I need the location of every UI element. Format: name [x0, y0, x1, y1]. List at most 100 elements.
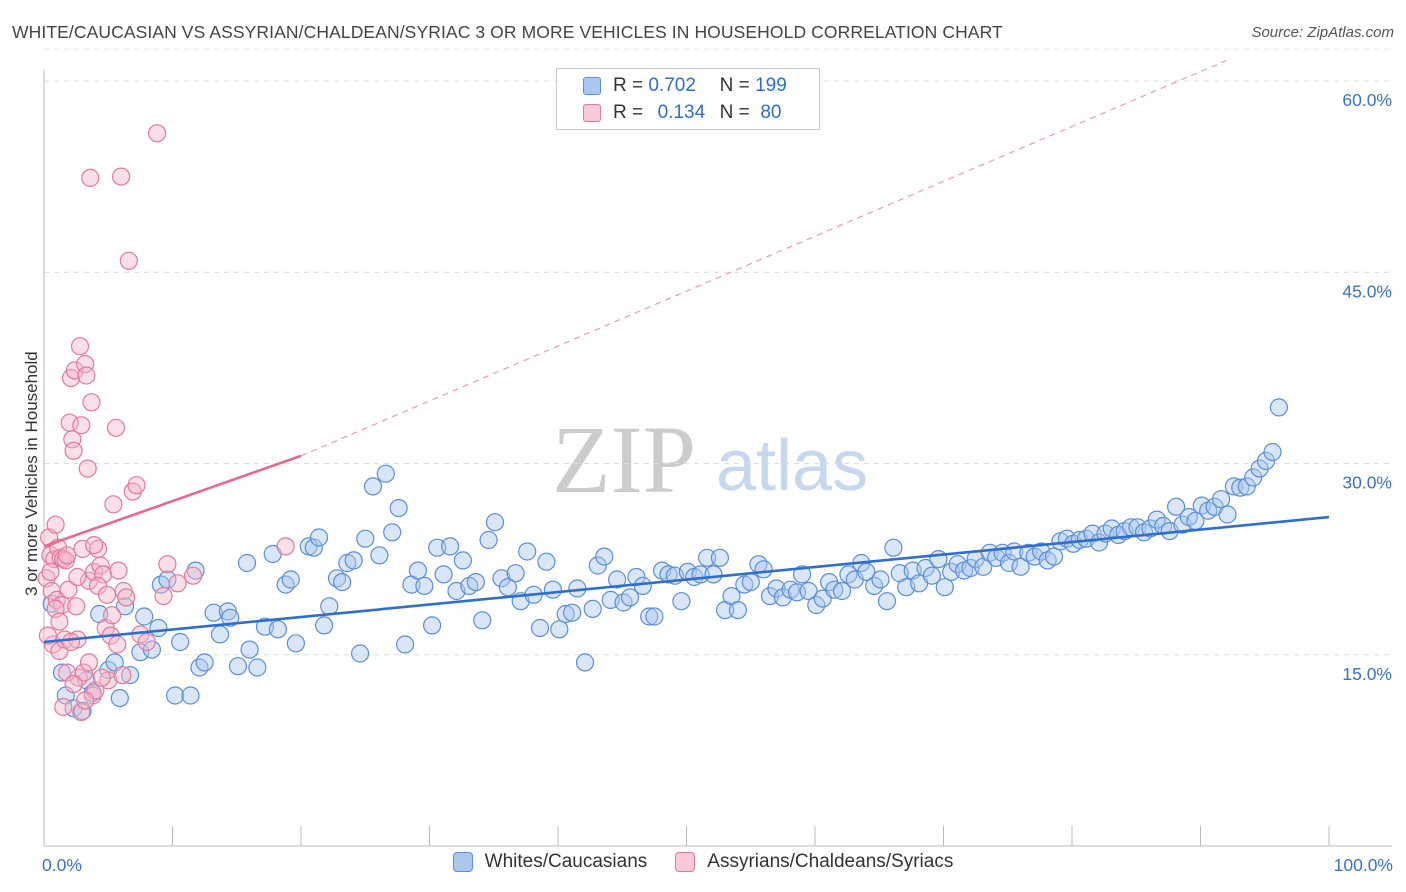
assyrians-point — [65, 361, 84, 380]
whites-point — [672, 592, 691, 611]
whites-point — [166, 686, 185, 705]
whites-point — [389, 499, 408, 518]
whites-point — [1231, 478, 1250, 497]
r-label: R = — [613, 75, 644, 96]
whites-point — [204, 603, 223, 622]
whites-point — [530, 618, 550, 638]
assyrians-point — [168, 574, 187, 593]
whites-point — [248, 658, 267, 677]
whites-point — [473, 611, 492, 630]
assyrians-point — [61, 632, 81, 652]
y-tick-label: 30.0% — [1342, 473, 1392, 493]
whites-point — [315, 616, 334, 635]
whites-point — [1237, 477, 1256, 496]
whites-point — [999, 553, 1019, 573]
n-label: N = — [719, 75, 750, 96]
whites-point — [383, 523, 402, 542]
whites-point — [210, 625, 230, 644]
assyrians-point — [97, 585, 117, 604]
whites-point — [922, 566, 942, 585]
whites-point — [73, 701, 92, 721]
whites-point — [543, 580, 563, 599]
series-whites-points — [42, 398, 1289, 721]
whites-point — [607, 570, 627, 589]
whites-point — [171, 632, 190, 652]
r-value: 0.134 — [657, 102, 706, 123]
x-axis-ticks — [43, 826, 1330, 846]
assyrians-point — [66, 597, 86, 616]
whites-point — [884, 538, 903, 557]
assyrians-point — [154, 586, 173, 606]
assyrians-point — [38, 626, 58, 645]
whites-point — [697, 548, 717, 567]
whites-point — [588, 556, 607, 575]
r-value: 0.702 — [648, 75, 696, 96]
assyrians-point — [72, 416, 91, 435]
stats-row-assyrians: R = 0.134 N = 80 — [583, 101, 781, 125]
whites-point — [659, 565, 678, 584]
assyrians-point — [184, 566, 203, 585]
whites-point — [1256, 451, 1276, 470]
assyrians-point — [137, 632, 156, 652]
watermark-atlas: atlas — [716, 426, 868, 506]
chart-title: WHITE/CAUCASIAN VS ASSYRIAN/CHALDEAN/SYR… — [12, 22, 1003, 42]
n-label: N = — [719, 102, 750, 123]
whites-point — [1083, 524, 1102, 543]
legend-item-assyrians: Assyrians/Chaldeans/Syriacs — [675, 851, 953, 873]
whites-point — [135, 607, 154, 626]
whites-point — [741, 572, 760, 592]
assyrians-point — [68, 567, 87, 587]
assyrians-point — [54, 697, 73, 717]
watermark-zip: ZIP — [552, 406, 696, 513]
y-tick-label: 45.0% — [1342, 281, 1392, 301]
assyrians-point — [92, 668, 111, 687]
watermark: ZIP atlas — [552, 406, 868, 513]
whites-point — [363, 477, 383, 496]
assyrians-point — [70, 337, 90, 356]
assyrians-point — [119, 251, 138, 270]
y-tick-label: 60.0% — [1342, 90, 1392, 110]
whites-point — [583, 599, 602, 619]
whites-point — [871, 570, 890, 589]
whites-point — [595, 547, 614, 566]
assyrians-point — [109, 561, 128, 580]
assyrians-point — [113, 665, 132, 685]
assyrians-point — [50, 612, 69, 631]
whites-point — [506, 564, 525, 583]
whites-swatch — [583, 77, 601, 95]
whites-point — [304, 538, 323, 557]
axes — [43, 70, 1392, 847]
assyrians-point — [117, 588, 136, 607]
whites-point — [351, 644, 370, 663]
series-legend: Whites/Caucasians Assyrians/Chaldeans/Sy… — [0, 851, 1406, 873]
assyrians-point — [73, 539, 92, 559]
whites-point — [415, 576, 434, 596]
assyrians-point — [106, 418, 126, 437]
whites-point — [190, 658, 209, 677]
whites-point — [376, 464, 395, 483]
assyrians-point — [57, 663, 77, 682]
whites-point — [344, 551, 363, 570]
whites-point — [792, 565, 812, 584]
whites-point — [633, 576, 652, 596]
assyrians-point — [148, 124, 167, 143]
source-label: Source: ZipAtlas.com — [1251, 24, 1394, 41]
whites-point — [787, 583, 807, 602]
legend-label-assyrians: Assyrians/Chaldeans/Syriacs — [707, 851, 954, 872]
whites-point — [286, 634, 305, 653]
whites-point — [428, 538, 447, 557]
assyrians-point — [82, 393, 101, 412]
whites-point — [320, 597, 339, 616]
whites-point — [356, 529, 375, 548]
whites-point — [877, 592, 897, 611]
whites-point — [935, 578, 954, 597]
gridlines — [44, 48, 1392, 656]
assyrians-point — [84, 535, 104, 555]
whites-point — [479, 530, 498, 550]
y-axis-tick-labels: 15.0% 30.0% 45.0% 60.0% — [1342, 90, 1392, 684]
whites-point — [370, 546, 389, 565]
x-axis-tick-labels: 0.0% 100.0% — [42, 855, 1393, 875]
whites-point — [240, 640, 259, 659]
whites-point — [1044, 547, 1064, 566]
whites-point — [131, 643, 150, 662]
